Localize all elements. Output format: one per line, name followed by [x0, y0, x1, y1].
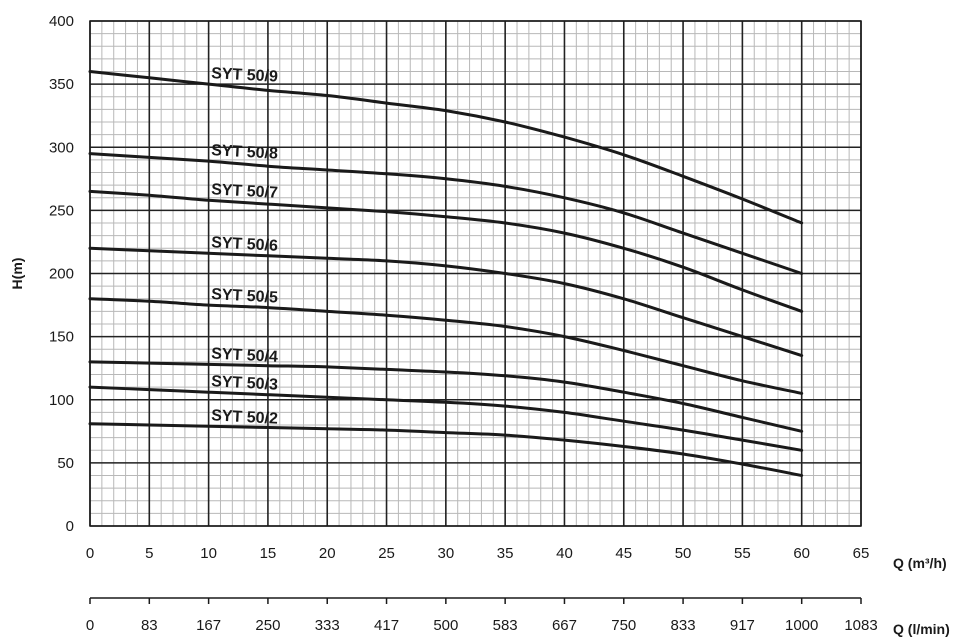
- x-tick-label: 60: [793, 545, 810, 562]
- x2-tick-label: 667: [552, 617, 577, 634]
- x2-tick-label: 583: [493, 617, 518, 634]
- x2-tick-label: 83: [141, 617, 158, 634]
- x2-tick-label: 833: [671, 617, 696, 634]
- y-tick-label: 200: [49, 266, 74, 283]
- x2-axis-title: Q (l/min): [893, 621, 950, 637]
- x2-tick-label: 750: [611, 617, 636, 634]
- x2-tick-label: 1083: [844, 617, 877, 634]
- plot-frame: [89, 20, 862, 527]
- x-tick-label: 0: [86, 545, 94, 562]
- x2-tick-label: 167: [196, 617, 221, 634]
- curve-syt-50-6: [88, 246, 804, 358]
- x-tick-label: 40: [556, 545, 573, 562]
- curve-label-syt-50-3: SYT 50/3: [211, 373, 279, 393]
- curve-label-syt-50-2: SYT 50/2: [211, 407, 279, 427]
- y-tick-label: 150: [49, 329, 74, 346]
- curve-syt-50-7: [88, 189, 804, 313]
- curve-syt-50-5: [88, 297, 804, 395]
- y-tick-label: 0: [66, 518, 74, 535]
- x-tick-label: 30: [438, 545, 455, 562]
- x-tick-label: 10: [200, 545, 217, 562]
- x-tick-label: 20: [319, 545, 336, 562]
- curve-syt-50-8: [88, 152, 804, 275]
- x-tick-label: 45: [615, 545, 632, 562]
- y-axis-ticks: 0 50 100 150 200 250 300 350 400: [49, 13, 74, 535]
- x2-tick-label: 417: [374, 617, 399, 634]
- y-axis-title: H(m): [9, 258, 25, 290]
- curve-label-syt-50-8: SYT 50/8: [211, 142, 279, 162]
- y-tick-label: 350: [49, 76, 74, 93]
- x-tick-label: 65: [853, 545, 870, 562]
- x-axis-title: Q (m³/h): [893, 555, 947, 571]
- y-tick-label: 50: [57, 455, 74, 472]
- x2-tick-label: 917: [730, 617, 755, 634]
- x-tick-label: 5: [145, 545, 153, 562]
- y-tick-label: 300: [49, 139, 74, 156]
- x2-tick-label: 333: [315, 617, 340, 634]
- curve-syt-50-9: [88, 70, 804, 225]
- performance-curves: [88, 70, 804, 477]
- x-tick-label: 55: [734, 545, 751, 562]
- x-axis-ticks: 0 5 10 15 20 25 30 35 40 45 50 55 60 65: [86, 545, 870, 562]
- curve-syt-50-3: [88, 385, 804, 452]
- curve-label-syt-50-9: SYT 50/9: [211, 65, 279, 85]
- x-tick-label: 25: [378, 545, 395, 562]
- x-tick-label: 35: [497, 545, 514, 562]
- curve-syt-50-4: [88, 360, 804, 433]
- y-tick-label: 100: [49, 392, 74, 409]
- curve-syt-50-2: [88, 422, 804, 477]
- curve-label-syt-50-5: SYT 50/5: [211, 286, 279, 306]
- curve-label-syt-50-6: SYT 50/6: [211, 234, 279, 254]
- x2-tick-label: 0: [86, 617, 94, 634]
- curve-label-syt-50-4: SYT 50/4: [211, 345, 279, 365]
- x-tick-label: 50: [675, 545, 692, 562]
- y-tick-label: 250: [49, 202, 74, 219]
- x2-tick-label: 250: [255, 617, 280, 634]
- y-tick-label: 400: [49, 13, 74, 30]
- curve-labels: SYT 50/9 SYT 50/8 SYT 50/7 SYT 50/6 SYT 50/5…: [211, 65, 279, 428]
- x-tick-label: 15: [260, 545, 277, 562]
- x2-axis-ticks: 0 83 167 250 333 417 500 583 667 750 833 917 1000 108…: [86, 598, 878, 634]
- x2-tick-label: 500: [433, 617, 458, 634]
- curve-label-syt-50-7: SYT 50/7: [211, 181, 279, 201]
- x2-tick-label: 1000: [785, 617, 818, 634]
